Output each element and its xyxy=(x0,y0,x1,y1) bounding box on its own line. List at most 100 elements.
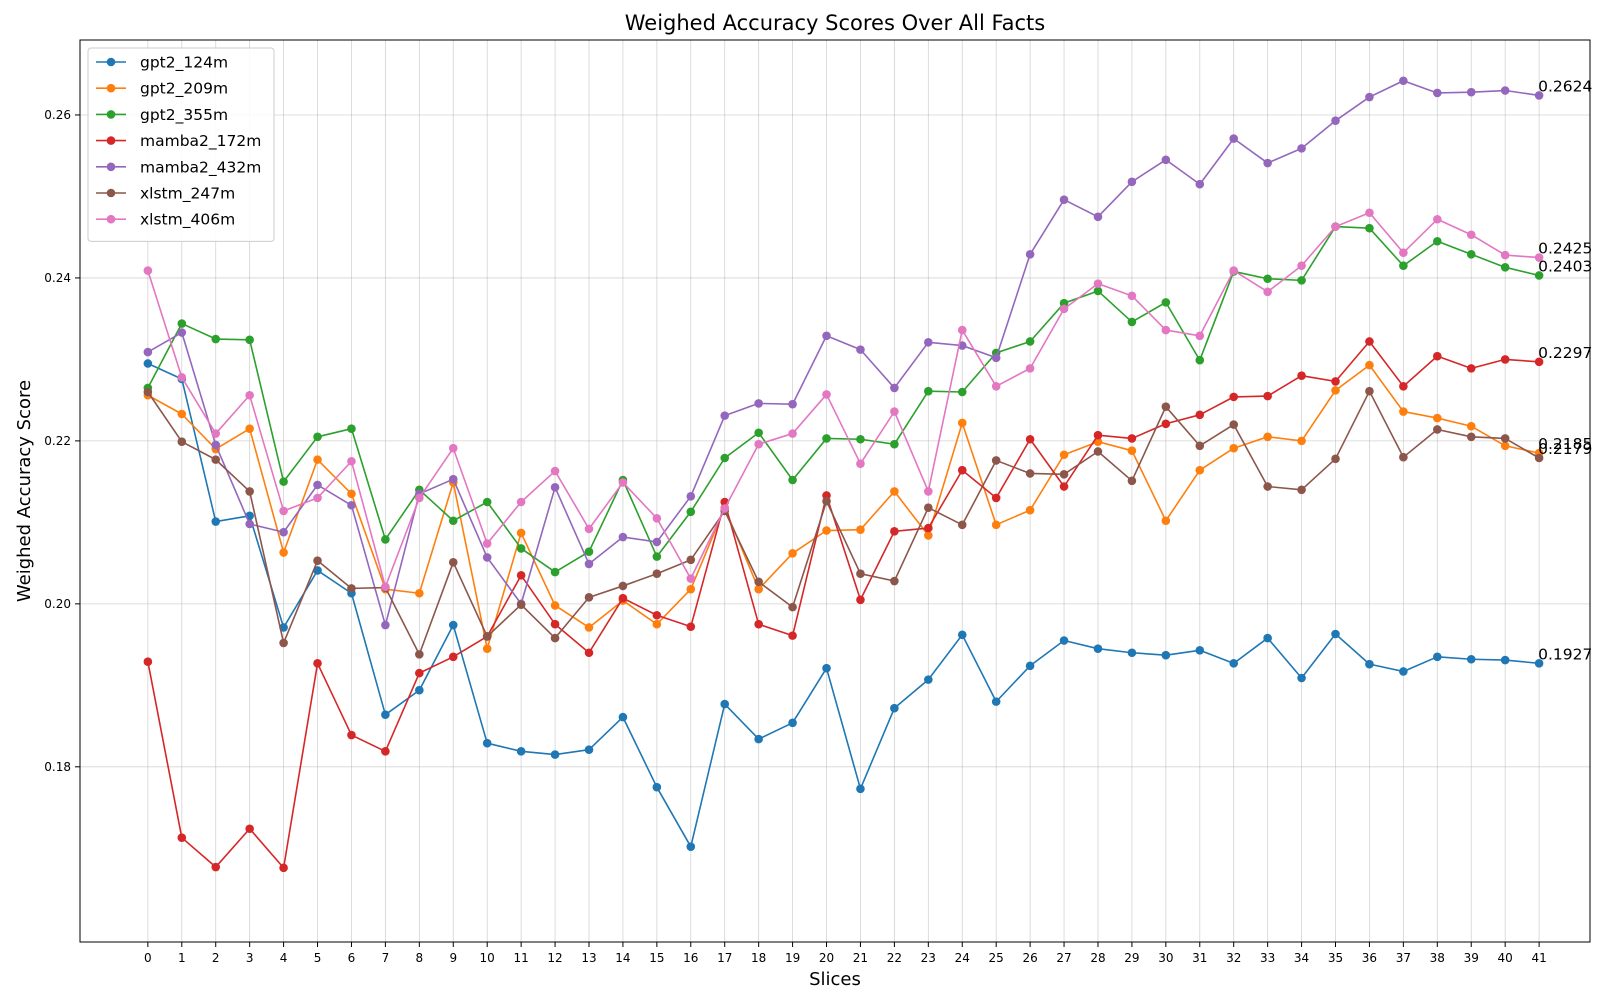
legend-label: mamba2_432m xyxy=(140,158,261,177)
data-point xyxy=(957,325,967,335)
data-point xyxy=(1025,469,1035,478)
x-tick-label: 30 xyxy=(1158,951,1173,965)
data-point xyxy=(1365,223,1374,233)
series-line xyxy=(147,211,1540,588)
data-point xyxy=(1127,317,1137,327)
data-point xyxy=(1195,465,1205,475)
data-point xyxy=(245,335,254,345)
legend-label: xlstm_247m xyxy=(140,185,235,204)
legend-label: gpt2_355m xyxy=(140,106,228,125)
data-point xyxy=(550,601,560,610)
x-axis-label: Slices xyxy=(809,969,861,990)
x-tick-label: 23 xyxy=(921,951,936,965)
series-lines xyxy=(143,76,1544,873)
data-point xyxy=(890,383,899,393)
legend-item-xlstm_247m: xlstm_247m xyxy=(96,185,235,204)
data-point xyxy=(482,632,492,641)
data-point xyxy=(279,477,288,486)
data-point xyxy=(516,497,526,507)
data-point xyxy=(754,577,763,587)
data-point xyxy=(1331,454,1340,464)
data-point xyxy=(652,552,662,561)
legend-label: gpt2_209m xyxy=(140,80,228,99)
data-point xyxy=(1161,650,1171,660)
data-point xyxy=(245,519,254,529)
legend: gpt2_124m gpt2_209m gpt2_355m mamba2_172mma… xyxy=(87,47,275,242)
data-point xyxy=(618,581,628,591)
data-point xyxy=(890,576,899,586)
series-line xyxy=(147,79,1540,626)
data-point xyxy=(516,747,526,756)
data-point xyxy=(1365,208,1374,218)
data-point xyxy=(1500,434,1510,443)
data-point xyxy=(1161,402,1171,411)
data-point xyxy=(1059,195,1069,204)
legend-box xyxy=(87,47,275,242)
data-point xyxy=(448,620,458,630)
data-point xyxy=(448,474,458,484)
data-point xyxy=(143,359,153,368)
legend-label: gpt2_124m xyxy=(140,54,228,73)
end-value-label: 0.2624 xyxy=(1538,77,1592,95)
x-tick-label: 3 xyxy=(246,951,254,965)
data-point xyxy=(1331,116,1340,125)
data-point xyxy=(550,567,560,577)
data-point xyxy=(957,418,967,428)
data-point xyxy=(754,619,763,629)
data-point xyxy=(788,549,797,558)
data-point xyxy=(1195,179,1205,189)
data-point xyxy=(1025,364,1035,373)
data-point xyxy=(1229,266,1239,275)
data-point xyxy=(1025,250,1035,259)
legend-label: xlstm_406m xyxy=(140,211,235,230)
series-xlstm_406m xyxy=(143,208,1544,592)
data-point xyxy=(211,517,221,526)
x-tick-label: 33 xyxy=(1260,951,1275,965)
data-point xyxy=(890,487,899,496)
series-line xyxy=(147,362,1540,848)
x-tick-label: 22 xyxy=(887,951,902,965)
data-point xyxy=(1297,371,1306,381)
data-point xyxy=(618,478,628,487)
data-point xyxy=(381,710,390,719)
x-tick-label: 5 xyxy=(314,951,322,965)
data-point xyxy=(550,466,560,476)
data-point xyxy=(1500,250,1510,260)
data-point xyxy=(1399,248,1408,257)
data-point xyxy=(1297,261,1306,271)
data-point xyxy=(856,784,865,794)
y-tick-label: 0.24 xyxy=(44,271,71,285)
data-point xyxy=(822,434,831,443)
y-tick-label: 0.22 xyxy=(44,434,71,448)
data-point xyxy=(1466,654,1476,664)
data-point xyxy=(482,553,492,562)
data-point xyxy=(448,443,458,453)
data-point xyxy=(1399,76,1408,86)
x-tick-label: 7 xyxy=(382,951,390,965)
x-tick-label: 41 xyxy=(1531,951,1546,965)
data-point xyxy=(1433,425,1442,434)
data-point xyxy=(279,527,288,537)
data-point xyxy=(618,712,628,722)
data-point xyxy=(143,387,153,397)
data-point xyxy=(584,547,594,556)
data-point xyxy=(788,631,797,640)
data-point xyxy=(856,595,865,605)
data-point xyxy=(890,703,899,713)
data-point xyxy=(1466,87,1476,97)
data-point xyxy=(652,569,662,578)
data-point xyxy=(1025,661,1035,671)
data-point xyxy=(1263,274,1272,284)
legend-item-mamba2_432m: mamba2_432m xyxy=(96,158,261,177)
data-point xyxy=(516,528,526,538)
data-point xyxy=(381,747,390,756)
data-point xyxy=(856,434,865,444)
data-point xyxy=(177,437,187,447)
data-point xyxy=(1093,447,1103,456)
x-tick-label: 31 xyxy=(1192,951,1207,965)
data-point xyxy=(313,659,322,668)
data-point xyxy=(482,738,492,748)
data-point xyxy=(482,497,492,507)
data-point xyxy=(1534,253,1544,262)
data-point xyxy=(1297,673,1306,683)
